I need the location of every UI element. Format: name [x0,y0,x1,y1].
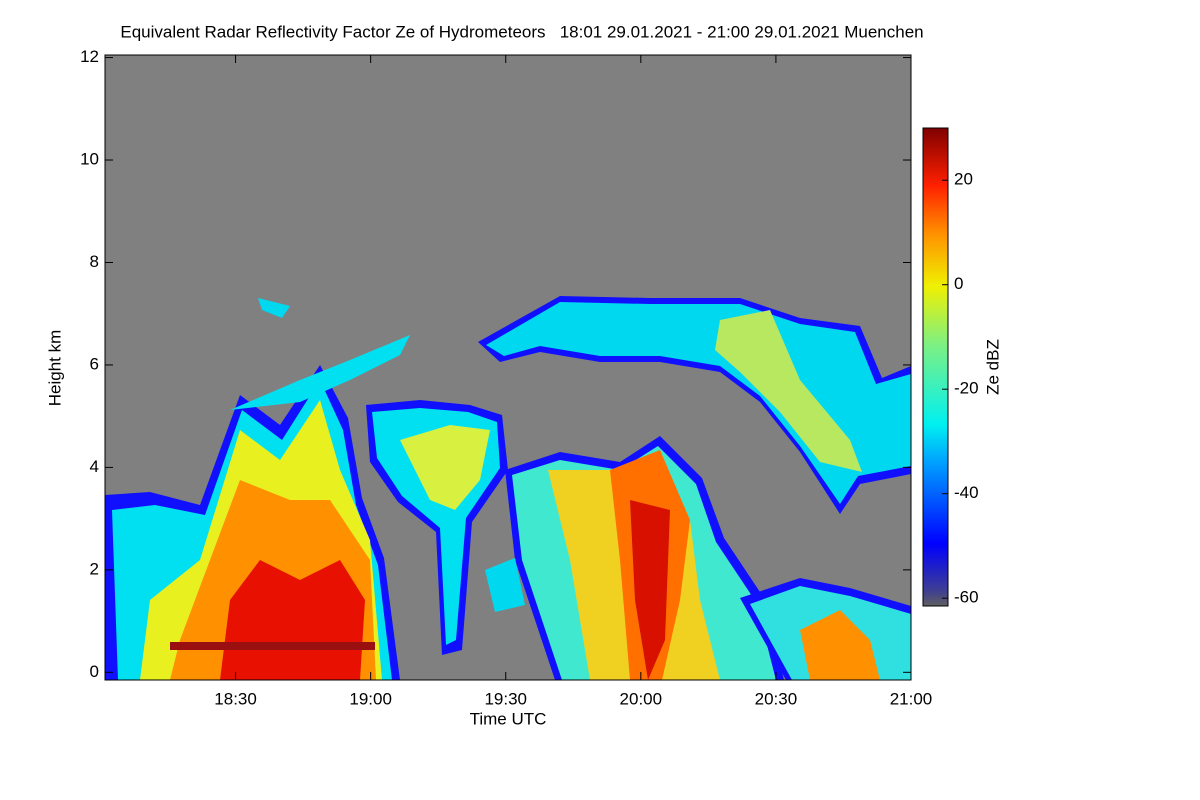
colorbar-tick-label: -60 [954,588,979,607]
echo-region [400,425,490,510]
y-tick-label: 0 [90,662,99,681]
echo-field [105,296,911,680]
x-tick-label: 19:00 [349,689,392,708]
echo-region [486,302,911,504]
x-tick-label: 20:30 [755,689,798,708]
x-tick-label: 18:30 [214,689,257,708]
y-tick-label: 10 [80,150,99,169]
y-tick-label: 2 [90,559,99,578]
echo-region [485,558,525,612]
echo-region [258,298,290,318]
x-tick-label: 20:00 [620,689,663,708]
y-tick-label: 4 [90,457,99,476]
colorbar-tick-label: -40 [954,483,979,502]
colorbar [922,127,949,607]
colorbar-tick-label: -20 [954,379,979,398]
echo-region [715,310,862,472]
chart-title: Equivalent Radar Reflectivity Factor Ze … [120,22,923,41]
y-tick-label: 12 [80,47,99,66]
colorbar-tick-label: 20 [954,170,973,189]
y-tick-label: 8 [90,252,99,271]
echo-region [170,642,375,650]
colorbar-label: Ze dBZ [983,339,1002,395]
y-tick-label: 6 [90,354,99,373]
x-tick-label: 19:30 [484,689,527,708]
echo-region [800,610,880,680]
x-axis-label: Time UTC [470,709,547,728]
plot-frame [104,54,912,681]
colorbar-tick-label: 0 [954,274,963,293]
echo-region [630,500,670,680]
echo-region [230,335,410,410]
y-axis-label: Height km [45,330,64,407]
x-tick-label: 21:00 [890,689,933,708]
